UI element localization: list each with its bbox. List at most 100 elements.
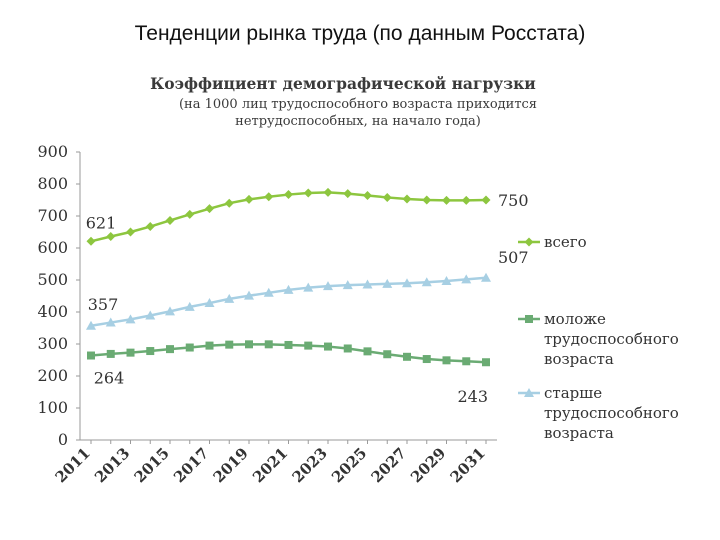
- legend-label: старше: [544, 384, 602, 402]
- data-point: [244, 194, 254, 204]
- data-point: [264, 192, 274, 202]
- data-point: [145, 310, 156, 320]
- data-point: [363, 191, 372, 201]
- data-label: 621: [86, 213, 117, 232]
- data-point: [303, 282, 314, 292]
- data-point: [185, 209, 195, 219]
- data-point: [146, 347, 155, 356]
- x-tick-label: 2013: [91, 444, 133, 486]
- data-point: [403, 352, 411, 361]
- data-point: [284, 340, 293, 349]
- legend-label: моложе: [544, 310, 606, 328]
- chart-subtitle-line-1: (на 1000 лиц трудоспособного возраста пр…: [179, 97, 537, 112]
- data-point: [165, 306, 175, 316]
- data-label: 243: [457, 387, 488, 406]
- legend-item-3: старше трудоспособного возраста: [518, 384, 679, 442]
- data-point: [244, 290, 254, 300]
- legend: всегомоложетрудоспособноговозрастастарше…: [518, 233, 679, 442]
- legend-label: трудоспособного: [544, 404, 679, 422]
- legend-marker: [524, 388, 534, 397]
- data-point: [324, 342, 332, 351]
- x-tick-label: 2021: [249, 444, 291, 486]
- y-tick-label: 700: [37, 206, 68, 225]
- data-point: [225, 340, 234, 349]
- data-point: [481, 272, 491, 282]
- legend-label: возраста: [544, 424, 614, 442]
- data-point: [342, 280, 353, 290]
- data-point: [382, 192, 392, 202]
- data-point: [482, 358, 490, 367]
- y-tick-label: 0: [58, 430, 68, 449]
- data-point: [126, 227, 135, 237]
- data-labels: 621 750 264 243 357 507: [86, 191, 529, 406]
- data-point: [224, 198, 234, 208]
- data-label: 357: [88, 295, 119, 314]
- legend-item-2: моложе трудоспособного возраста: [518, 310, 679, 368]
- data-point: [461, 195, 471, 205]
- data-point: [362, 279, 373, 289]
- data-point: [284, 190, 293, 200]
- slide-title: Тенденции рынка труда (по данным Росстат…: [134, 22, 586, 45]
- data-point: [382, 278, 393, 288]
- series-1: [86, 187, 491, 246]
- data-point: [383, 350, 392, 359]
- data-label: 750: [498, 191, 529, 210]
- x-tick-label: 2029: [407, 444, 449, 486]
- x-tick-label: 2027: [368, 444, 410, 486]
- data-point: [263, 287, 274, 297]
- x-tick-label: 2023: [289, 444, 331, 486]
- data-point: [422, 355, 431, 364]
- data-point: [402, 278, 412, 288]
- data-point: [441, 275, 452, 285]
- series-2: [87, 340, 490, 367]
- data-point: [205, 204, 214, 214]
- axes: 0 100 200 300 400 500 600 700 800 900 201120132015…: [37, 142, 497, 486]
- y-tick-label: 400: [37, 302, 68, 321]
- data-point: [303, 188, 313, 198]
- data-point: [166, 345, 174, 354]
- data-point: [343, 344, 352, 353]
- y-tick-label: 900: [37, 142, 68, 161]
- chart-subtitle-line-2: нетрудоспособных, на начало года): [235, 114, 481, 129]
- data-point: [87, 351, 95, 360]
- legend-label: возраста: [544, 350, 614, 368]
- data-point: [165, 215, 175, 225]
- data-point: [86, 320, 96, 330]
- data-point: [105, 317, 116, 327]
- data-point: [343, 189, 353, 199]
- data-point: [442, 195, 451, 205]
- chart-title: Коэффициент демографической нагрузки: [150, 74, 536, 93]
- data-point: [442, 356, 451, 365]
- legend-label: всего: [544, 233, 587, 251]
- y-tick-label: 800: [37, 174, 68, 193]
- series-layer: [86, 187, 491, 367]
- y-tick-label: 600: [37, 238, 68, 257]
- data-point: [323, 187, 333, 197]
- x-tick-label: 2015: [131, 444, 173, 486]
- data-point: [264, 340, 273, 349]
- data-point: [323, 281, 333, 291]
- data-point: [185, 343, 194, 352]
- data-point: [402, 194, 412, 204]
- data-point: [461, 274, 472, 284]
- data-point: [283, 284, 294, 294]
- x-tick-label: 2019: [210, 444, 252, 486]
- legend-marker: [525, 315, 533, 323]
- data-point: [363, 347, 372, 356]
- x-tick-label: 2025: [328, 444, 370, 486]
- data-point: [421, 277, 432, 287]
- data-point: [304, 341, 313, 350]
- x-tick-label: 2011: [52, 444, 94, 486]
- data-point: [224, 293, 235, 303]
- legend-label: трудоспособного: [544, 330, 679, 348]
- legend-marker: [524, 237, 534, 247]
- data-point: [126, 348, 135, 357]
- legend-item-1: всего: [518, 233, 587, 251]
- data-point: [462, 357, 471, 366]
- y-tick-label: 500: [37, 270, 68, 289]
- data-point: [106, 231, 116, 241]
- data-label: 507: [498, 248, 529, 267]
- data-point: [184, 301, 195, 311]
- y-tick-label: 100: [37, 398, 68, 417]
